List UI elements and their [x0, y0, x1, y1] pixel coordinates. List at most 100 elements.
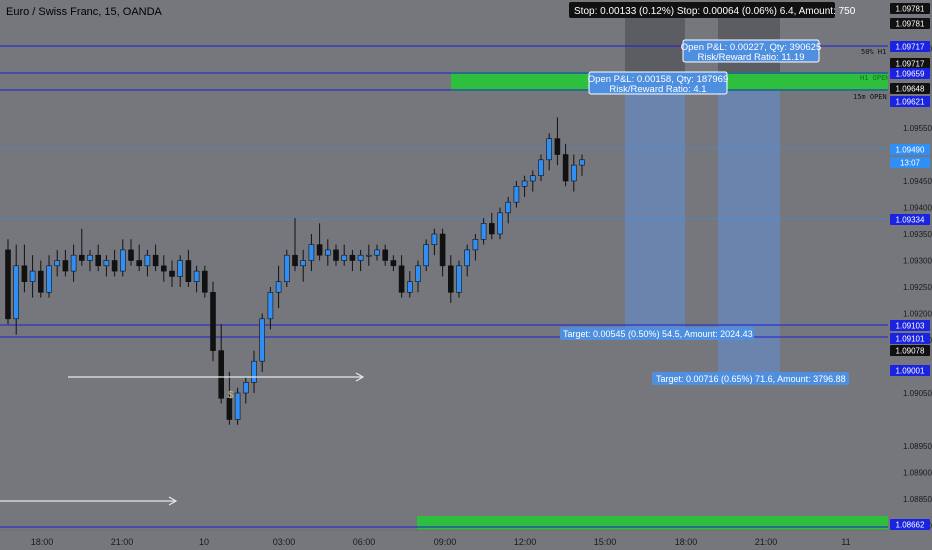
candle	[341, 244, 348, 266]
price-tick-label: 1.08900	[903, 469, 932, 478]
svg-text:1.09717: 1.09717	[896, 60, 925, 69]
target-box-1[interactable]	[560, 327, 754, 340]
candle	[210, 281, 216, 362]
svg-text:1.09781: 1.09781	[896, 20, 925, 29]
stop-label-box[interactable]	[569, 2, 835, 18]
price-tick-label: 1.09550	[903, 124, 932, 133]
candle	[382, 244, 389, 266]
time-tick-label: 06:00	[353, 537, 376, 547]
arrow-lower[interactable]	[0, 496, 178, 506]
time-tick-label: 15:00	[594, 537, 617, 547]
candle	[398, 255, 405, 298]
candle	[169, 260, 175, 287]
chart-title: Euro / Swiss Franc, 15, OANDA	[6, 6, 163, 18]
candle	[62, 249, 69, 277]
price-tag[interactable]: 1.09648	[890, 83, 930, 94]
time-tick-label: 21:00	[755, 537, 778, 547]
candle	[497, 207, 503, 240]
pnl-box-2[interactable]	[588, 71, 728, 95]
candle	[218, 324, 224, 404]
price-tag[interactable]: 1.09078	[890, 345, 930, 356]
candle	[259, 313, 266, 372]
price-tag[interactable]: 1.09781	[890, 3, 930, 14]
candle	[144, 249, 151, 277]
candle	[349, 249, 356, 272]
price-tag[interactable]: 1.09103	[890, 320, 930, 331]
svg-text:1.09490: 1.09490	[896, 146, 925, 155]
svg-text:1.09078: 1.09078	[896, 347, 925, 356]
time-axis[interactable]: 18:00 21:00 10 03:00 06:00 09:00 12:00 15:00 18:…	[31, 537, 851, 547]
candle	[128, 239, 134, 266]
candle	[308, 234, 315, 272]
svg-text:1.09101: 1.09101	[896, 335, 925, 344]
price-tick-label: 1.09450	[903, 177, 932, 186]
candle	[390, 255, 397, 272]
profit-zone-1[interactable]	[625, 88, 685, 336]
candle	[415, 260, 421, 293]
price-tag[interactable]: 1.09659	[890, 68, 930, 79]
target-label-1: Target: 0.00545 (0.50%) 54.5, Amount: 20…	[563, 329, 753, 339]
candle	[29, 255, 36, 298]
candle	[423, 239, 430, 272]
candle	[79, 228, 85, 266]
price-tick-label: 1.09400	[903, 204, 932, 213]
svg-text:13:07: 13:07	[900, 159, 921, 168]
candle	[283, 249, 290, 287]
candle	[447, 255, 454, 303]
price-tag[interactable]: 1.09621	[890, 96, 930, 107]
price-tag[interactable]: 1.09101	[890, 333, 930, 344]
candle	[70, 244, 77, 282]
price-tag[interactable]: 1.09001	[890, 365, 930, 376]
price-tag[interactable]: 13:07	[890, 157, 930, 168]
candle	[185, 249, 192, 287]
svg-text:1.09103: 1.09103	[896, 322, 925, 331]
stop-label: Stop: 0.00133 (0.12%) Stop: 0.00064 (0.0…	[574, 6, 856, 17]
svg-text:1.09621: 1.09621	[896, 98, 925, 107]
svg-text:1.08662: 1.08662	[896, 521, 925, 530]
price-tag[interactable]: 1.08662	[890, 519, 930, 530]
svg-text:1.09334: 1.09334	[896, 216, 925, 225]
candle	[562, 143, 569, 187]
candle	[251, 350, 257, 393]
lower-demand-zone[interactable]	[417, 516, 888, 530]
candle	[87, 249, 93, 272]
candle	[300, 249, 307, 282]
time-tick-label: 11	[841, 537, 850, 547]
arrow-upper[interactable]	[68, 372, 365, 382]
price-tick-label: 1.09200	[903, 310, 932, 319]
candle	[103, 255, 110, 277]
target-label-2: Target: 0.00716 (0.65%) 71.6, Amount: 37…	[656, 374, 846, 384]
candle	[333, 244, 339, 266]
candle	[234, 387, 241, 425]
price-tag[interactable]: 1.09781	[890, 18, 930, 29]
candle	[243, 377, 249, 404]
time-tick-label: 18:00	[675, 537, 698, 547]
candle	[267, 287, 274, 330]
price-tag[interactable]: 1.09717	[890, 41, 930, 52]
pnl-box-2-line1: Open P&L: 0.00158, Qty: 187969	[588, 74, 729, 85]
target-box-2[interactable]	[652, 372, 849, 385]
candle	[464, 244, 471, 277]
candle	[152, 244, 159, 272]
price-tag[interactable]: 1.09490	[890, 144, 930, 155]
candle	[275, 265, 282, 309]
svg-text:1.09781: 1.09781	[896, 5, 925, 14]
candle	[95, 244, 101, 272]
candle	[292, 218, 298, 272]
candle	[37, 260, 44, 298]
pnl-box-2-line2: Risk/Reward Ratio: 4.1	[609, 84, 706, 95]
price-axis[interactable]	[888, 0, 932, 550]
candle	[521, 175, 528, 197]
candle	[226, 371, 233, 425]
pnl-box-1[interactable]	[682, 39, 820, 63]
price-tick-label: 1.09050	[903, 389, 932, 398]
candlestick-series	[5, 117, 585, 425]
svg-text:1.09717: 1.09717	[896, 43, 925, 52]
price-tag[interactable]: 1.09334	[890, 214, 930, 225]
price-tag[interactable]: 1.09717	[890, 58, 930, 69]
price-tick-label: 1.09300	[903, 257, 932, 266]
candle	[472, 234, 479, 261]
price-axis-tags: 1.097811.097811.097171.097171.096591.096…	[890, 3, 930, 530]
